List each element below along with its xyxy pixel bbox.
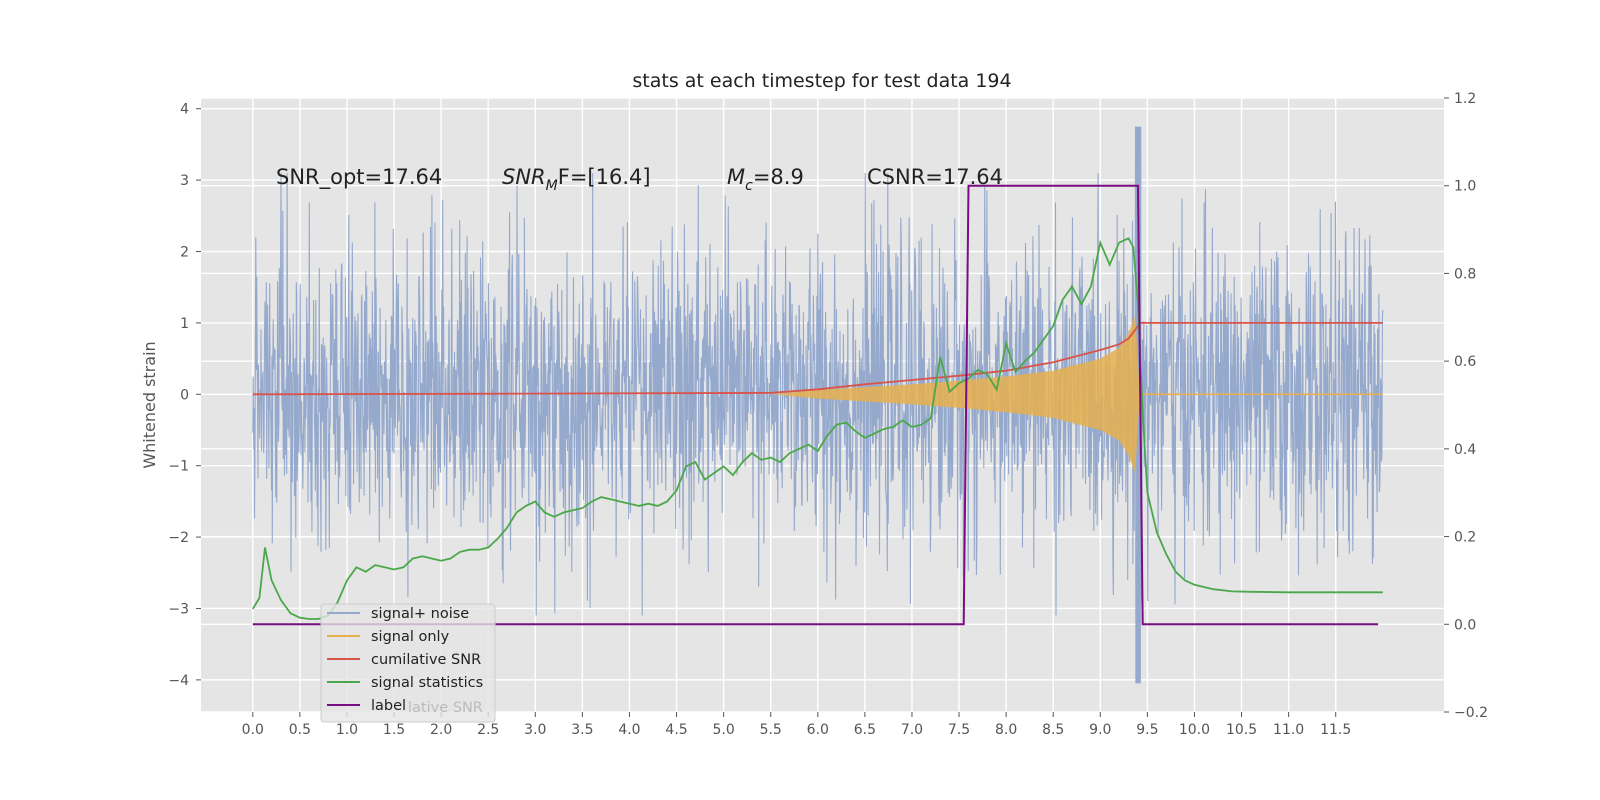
chart-title: stats at each timestep for test data 194 (632, 70, 1011, 92)
x-tick-label: 0.0 (242, 722, 264, 738)
x-tick-label: 7.0 (901, 722, 923, 738)
legend-label: signal+ noise (371, 606, 469, 622)
signal-envelope (770, 317, 1140, 472)
y2-tick-label: 0.0 (1454, 617, 1476, 633)
annotation-mc: Mc=8.9 (727, 165, 804, 194)
legend-ghost-text: lative SNR (408, 700, 483, 716)
legend-label: cumilative SNR (371, 652, 481, 668)
y-tick-label: −4 (168, 673, 189, 689)
y-tick-label: −3 (168, 601, 189, 617)
y2-tick-label: 0.2 (1454, 530, 1476, 546)
mc-main: M (727, 165, 745, 189)
legend-label: signal statistics (371, 675, 483, 691)
x-tick-label: 11.5 (1320, 722, 1351, 738)
x-tick-label: 10.5 (1226, 722, 1257, 738)
x-tick-label: 4.0 (618, 722, 640, 738)
y2-tick-label: 0.6 (1454, 354, 1476, 370)
x-tick-label: 6.0 (807, 722, 829, 738)
snr-mf-rest: F=[16.4] (558, 165, 651, 189)
annotation-snr-mf: SNRMF=[16.4] (502, 165, 651, 194)
x-tick-label: 8.0 (995, 722, 1017, 738)
snr-mf-main: SNR (502, 165, 546, 189)
y-tick-label: 3 (180, 173, 189, 189)
x-tick-label: 1.5 (383, 722, 405, 738)
x-tick-label: 3.0 (524, 722, 546, 738)
y2-tick-label: 1.2 (1454, 91, 1476, 107)
series-signal-noise (252, 126, 1384, 684)
x-tick-label: 4.5 (665, 722, 687, 738)
y-tick-label: −2 (168, 530, 189, 546)
noise-trace (252, 126, 1384, 684)
series-signal-only (770, 317, 1383, 472)
x-tick-label: 11.0 (1273, 722, 1304, 738)
x-tick-label: 5.0 (712, 722, 734, 738)
legend-box (320, 603, 496, 723)
y-tick-label: 2 (180, 245, 189, 261)
y-tick-label: 1 (180, 316, 189, 332)
legend: lative SNR signal+ noise signal only cumil… (320, 603, 496, 723)
y-tick-label: 4 (180, 102, 189, 118)
mc-rest: =8.9 (753, 165, 804, 189)
y-tick-label: 0 (180, 387, 189, 403)
y-tick-label: −1 (168, 459, 189, 475)
annotation-snr-opt: SNR_opt=17.64 (276, 165, 442, 190)
x-tick-label: 9.5 (1136, 722, 1158, 738)
cumulative-snr-line (252, 321, 1383, 396)
y2-tick-label: 1.0 (1454, 179, 1476, 195)
label-line (252, 184, 1379, 626)
legend-label: signal only (371, 629, 450, 645)
legend-label: label (371, 698, 406, 714)
x-tick-label: 7.5 (948, 722, 970, 738)
y2-tick-label: −0.2 (1454, 705, 1488, 721)
y2-tick-label: 0.8 (1454, 266, 1476, 282)
x-tick-label: 2.5 (477, 722, 499, 738)
x-tick-label: 9.0 (1089, 722, 1111, 738)
x-tick-label: 10.0 (1179, 722, 1210, 738)
signal-statistics-line (252, 237, 1383, 620)
annotation-csnr: CSNR=17.64 (867, 165, 1003, 189)
y2-tick-label: 0.4 (1454, 442, 1476, 458)
axes: 0.0 0.5 1.0 1.5 2.0 2.5 3.0 3.5 4.0 4.5 5.0 5.5 6.0 6… (168, 91, 1488, 738)
x-tick-label: 1.0 (336, 722, 358, 738)
x-tick-label: 8.5 (1042, 722, 1064, 738)
x-tick-label: 0.5 (289, 722, 311, 738)
y-axis-label: Whitened strain (140, 341, 159, 468)
x-tick-label: 3.5 (571, 722, 593, 738)
x-tick-label: 5.5 (760, 722, 782, 738)
snr-mf-sub: M (546, 178, 558, 194)
x-tick-label: 6.5 (854, 722, 876, 738)
mc-sub: c (745, 178, 753, 194)
series-lines (252, 184, 1383, 626)
x-tick-label: 2.0 (430, 722, 452, 738)
